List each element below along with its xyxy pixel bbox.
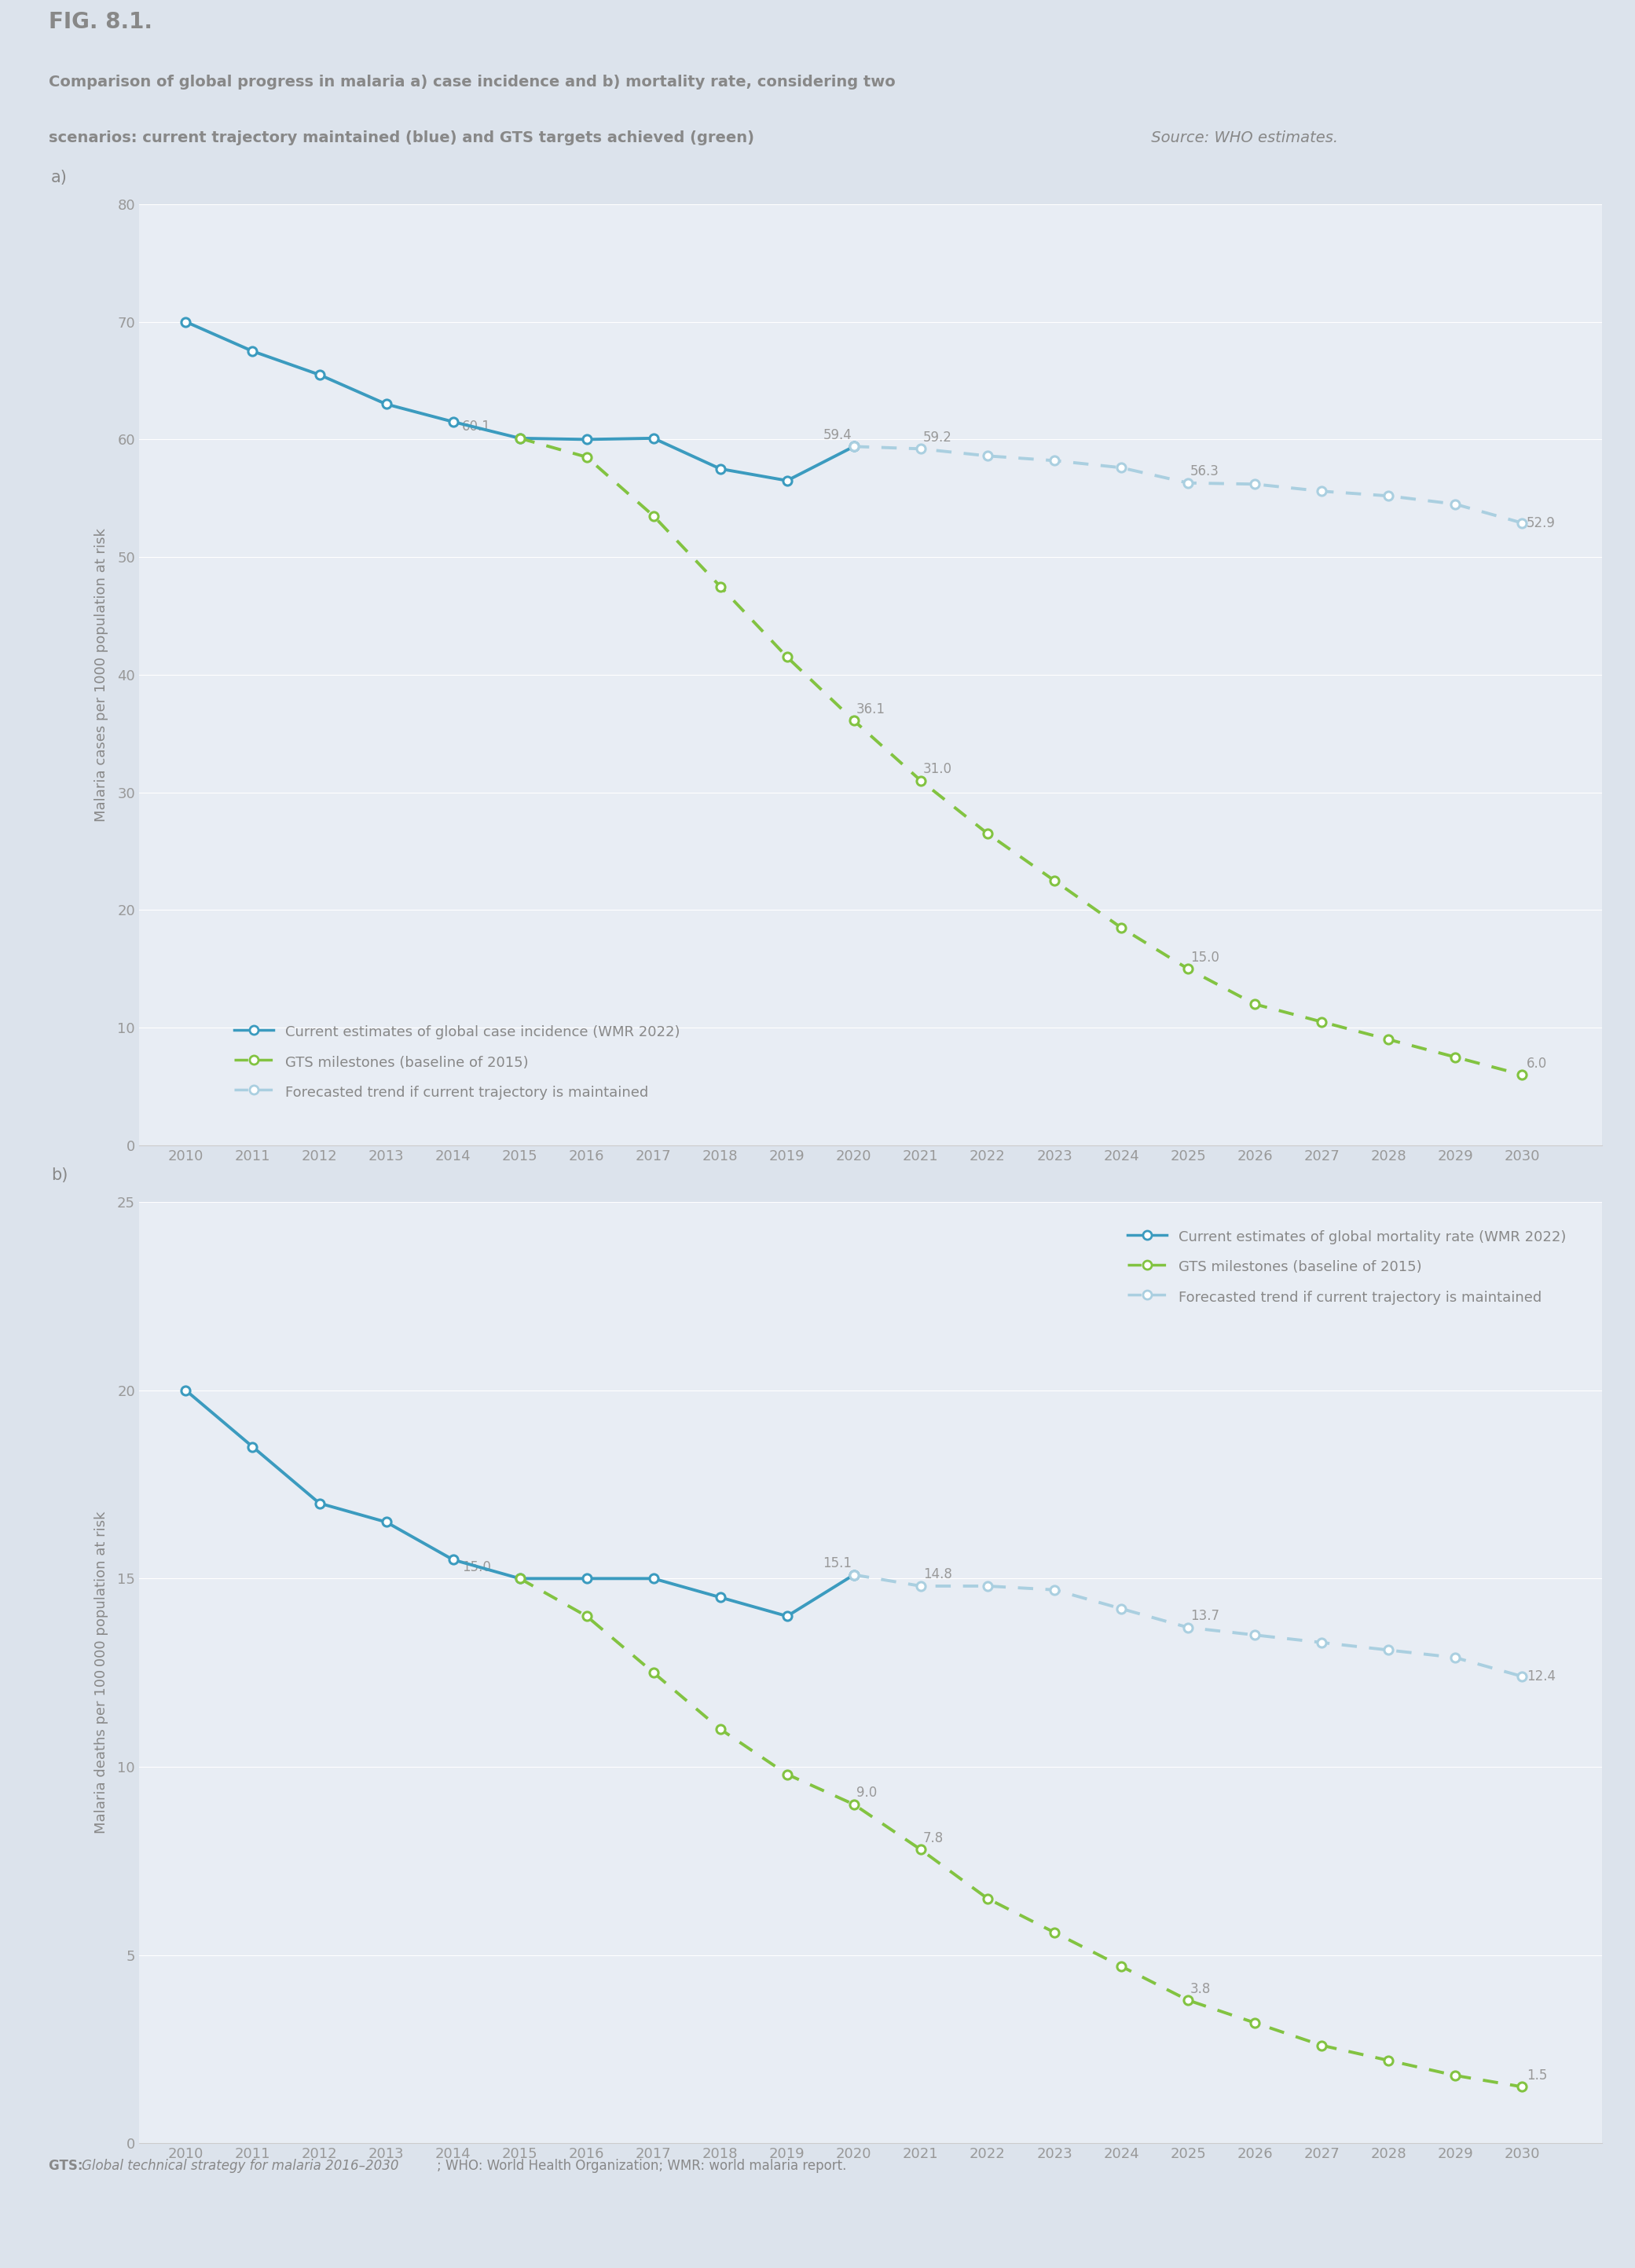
Text: Comparison of global progress in malaria a) case incidence and b) mortality rate: Comparison of global progress in malaria… — [49, 75, 896, 91]
Text: 15.1: 15.1 — [822, 1556, 852, 1569]
Y-axis label: Malaria cases per 1000 population at risk: Malaria cases per 1000 population at ris… — [95, 528, 108, 821]
Text: 52.9: 52.9 — [1527, 515, 1555, 531]
Legend: Current estimates of global mortality rate (WMR 2022), GTS milestones (baseline : Current estimates of global mortality ra… — [1127, 1227, 1566, 1306]
Text: 36.1: 36.1 — [857, 703, 885, 717]
Text: 3.8: 3.8 — [1190, 1982, 1212, 1996]
Text: Source: WHO estimates.: Source: WHO estimates. — [1146, 129, 1337, 145]
Text: 6.0: 6.0 — [1527, 1057, 1547, 1070]
Y-axis label: Malaria deaths per 100 000 population at risk: Malaria deaths per 100 000 population at… — [95, 1510, 108, 1835]
Text: 56.3: 56.3 — [1190, 465, 1220, 479]
Text: 15.0: 15.0 — [1190, 950, 1220, 964]
Text: 12.4: 12.4 — [1527, 1669, 1555, 1683]
Text: 60.1: 60.1 — [461, 420, 491, 433]
Text: 59.2: 59.2 — [922, 431, 952, 445]
Text: 1.5: 1.5 — [1527, 2068, 1547, 2082]
Text: a): a) — [51, 170, 67, 186]
Text: 13.7: 13.7 — [1190, 1608, 1220, 1624]
Text: b): b) — [51, 1168, 69, 1184]
Text: 15.0: 15.0 — [461, 1560, 491, 1574]
Text: scenarios: current trajectory maintained (blue) and GTS targets achieved (green): scenarios: current trajectory maintained… — [49, 129, 755, 145]
Text: ; WHO: World Health Organization; WMR: world malaria report.: ; WHO: World Health Organization; WMR: w… — [437, 2159, 847, 2173]
Text: 14.8: 14.8 — [922, 1567, 952, 1581]
Text: 59.4: 59.4 — [822, 429, 852, 442]
Text: Global technical strategy for malaria 2016–2030: Global technical strategy for malaria 20… — [82, 2159, 399, 2173]
Text: 9.0: 9.0 — [857, 1785, 876, 1801]
Legend: Current estimates of global case incidence (WMR 2022), GTS milestones (baseline : Current estimates of global case inciden… — [234, 1023, 680, 1100]
Text: 7.8: 7.8 — [922, 1830, 943, 1846]
Text: 31.0: 31.0 — [922, 762, 952, 776]
Text: FIG. 8.1.: FIG. 8.1. — [49, 11, 152, 34]
Text: GTS:: GTS: — [49, 2159, 88, 2173]
